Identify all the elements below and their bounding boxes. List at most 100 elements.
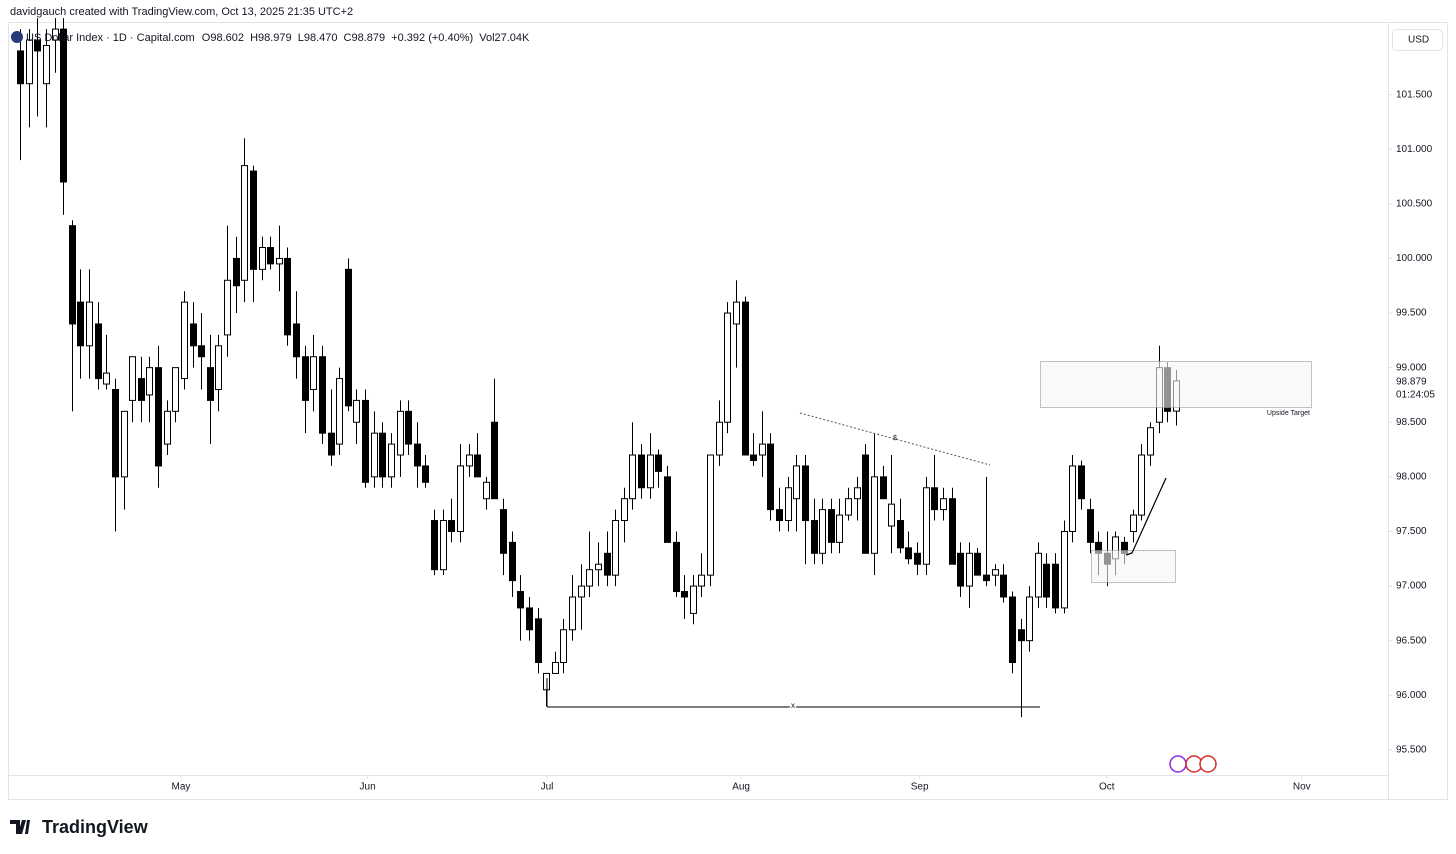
candle-body [353,399,360,423]
candle-body [379,432,386,478]
candle-body [992,569,999,576]
candle-body [284,257,291,336]
target-label: Upside Target [1267,410,1310,417]
demand-box [1091,550,1176,583]
candle-body [767,443,774,511]
candle-body [17,50,24,85]
x-tick-label: Nov [1293,782,1311,793]
candle-body [146,367,153,396]
candle-body [34,39,41,52]
candle-body [629,454,636,500]
candle-body [949,498,956,565]
logo-mark [10,820,30,834]
candle-body [431,520,438,571]
event-icon[interactable] [1199,755,1217,773]
candle-body [500,509,507,554]
candle-body [172,367,179,412]
target-box [1040,361,1312,408]
candle-body [267,247,274,265]
y-tick-label: 98.000 [1396,471,1427,482]
candle-body [190,323,197,347]
x-tick-label: Aug [732,782,750,793]
candle-body [828,509,835,543]
low-label: L98.470 [298,32,338,44]
candle-body [1138,454,1145,516]
candle-body [836,514,843,543]
candle-body [448,520,455,532]
candle-body [914,552,921,565]
candle-body [750,454,757,461]
open-label: O98.602 [202,32,244,44]
y-tick-label: 101.000 [1396,144,1433,155]
candle-body [880,476,887,500]
candle-body [164,410,171,445]
candle-body [509,541,516,582]
candle-body [103,372,110,385]
candle-body [302,356,309,401]
y-tick-label: 99.500 [1396,308,1427,319]
candle-body [612,520,619,576]
candle-body [1087,509,1094,543]
last-price: 98.879 [1396,377,1427,388]
candle-body [207,367,214,401]
candle-body [586,569,593,587]
candle-body [664,476,671,543]
candle-body [578,585,585,598]
y-tick-label: 96.000 [1396,690,1427,701]
candle-body [1000,574,1007,598]
candle-body [1035,552,1042,598]
candle-body [336,378,343,445]
candle-body [345,268,352,407]
candle-body [328,432,335,456]
candle-body [1043,563,1050,598]
candle-body [595,563,602,571]
candle-body [845,498,852,516]
candle-body [871,476,878,554]
candle-body [681,591,688,598]
candle-body [95,323,102,380]
candle-body [517,591,524,609]
plot: 95.500 96.000 96.500 97.000 97.500 98.000 98.5… [17,18,1433,793]
candle-body [862,454,869,554]
candle-body [647,454,654,489]
y-tick-label: 98.500 [1396,417,1427,428]
candle-body [716,421,723,456]
candle-body [466,454,473,467]
logo-text: TradingView [42,817,149,837]
y-tick-label: 96.500 [1396,635,1427,646]
candle-body [1061,530,1068,609]
candle-body [112,388,119,478]
candle-body [905,547,912,560]
candle-body [923,487,930,565]
candle-body [1018,629,1025,642]
currency-button[interactable] [1392,29,1443,51]
candle-body [293,323,300,358]
x-tick-label: May [172,782,191,793]
candle-body [250,170,257,270]
projection-line [1125,477,1167,556]
candle-body [698,574,705,587]
candle-body [707,454,714,576]
candle-body [793,465,800,500]
event-icon[interactable] [1169,755,1187,773]
candle-body [388,443,395,478]
legend: US Dollar Index · 1D · Capital.com O98.6… [26,32,530,44]
x-tick-label: Jul [541,782,554,793]
candle-body [43,44,50,85]
candle-body [1147,427,1154,456]
candle-body [940,498,947,511]
candle-body [1009,596,1016,664]
byline: davidgauch created with TradingView.com,… [10,6,353,18]
candle-body [1052,563,1059,609]
candle-body [888,503,895,527]
candle-body [198,345,205,358]
candle-body [1026,596,1033,642]
candle-body [759,443,766,456]
candle-body [224,279,231,336]
candle-body [655,454,662,472]
currency-label[interactable]: USD [1408,35,1429,46]
x-tick-label: Sep [911,782,929,793]
y-tick-label: 99.000 [1396,362,1427,373]
y-tick-label: 101.500 [1396,89,1433,100]
